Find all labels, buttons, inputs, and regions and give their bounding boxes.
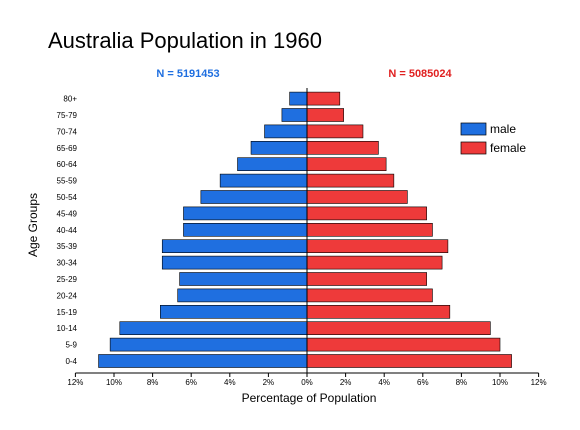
male-bar-5-9	[109, 337, 308, 352]
male-bar-30-34	[161, 255, 308, 270]
female-bar-70-74	[306, 124, 364, 139]
y-tick-label: 60-64	[57, 160, 78, 169]
female-bar-80+	[306, 91, 341, 106]
x-tick-label: 10%	[492, 378, 508, 387]
chart-title: Australia Population in 1960	[48, 28, 322, 53]
y-tick-labels: 0-4 5-9 10-14 15-19 20-24 25-29 30-34 35-39 40-4…	[57, 95, 78, 366]
female-bar-30-34	[306, 255, 443, 270]
male-bar-10-14	[119, 321, 308, 336]
female-bar-75-79	[306, 108, 344, 122]
y-tick-label: 5-9	[65, 341, 77, 350]
male-total-label: N = 5191453	[156, 68, 219, 80]
y-tick-label: 80+	[63, 95, 77, 104]
female-bar-25-29	[306, 272, 427, 286]
y-tick-label: 15-19	[57, 308, 78, 317]
x-tick-label: 0%	[301, 378, 313, 387]
female-bar-65-69	[306, 141, 379, 155]
y-tick-label: 65-69	[57, 144, 78, 153]
male-bar-45-49	[183, 206, 308, 221]
female-bar-20-24	[306, 288, 433, 303]
legend-female-label: female	[490, 141, 526, 155]
y-tick-label: 30-34	[57, 259, 78, 268]
legend-male-label: male	[490, 122, 516, 136]
male-bar-50-54	[200, 190, 308, 204]
male-bar-80+	[289, 91, 308, 106]
male-bar-0-4	[98, 354, 308, 368]
female-bar-45-49	[306, 206, 427, 221]
y-tick-label: 35-39	[57, 242, 78, 251]
male-bar-55-59	[219, 173, 308, 188]
y-tick-label: 0-4	[65, 357, 77, 366]
x-tick-label: 4%	[378, 378, 390, 387]
y-tick-label: 45-49	[57, 209, 78, 218]
female-bar-35-39	[306, 239, 449, 253]
y-tick-label: 20-24	[57, 291, 78, 300]
x-tick-label: 12%	[67, 378, 83, 387]
female-bar-60-64	[306, 157, 387, 171]
bars-group	[98, 91, 512, 368]
x-tick-label: 8%	[456, 378, 468, 387]
male-bar-40-44	[183, 223, 308, 237]
legend-male-swatch	[460, 122, 487, 136]
female-bar-50-54	[306, 190, 408, 204]
male-bar-20-24	[177, 288, 308, 303]
x-tick-label: 4%	[224, 378, 236, 387]
x-axis-label: Percentage of Population	[242, 391, 377, 405]
y-tick-label: 25-29	[57, 275, 78, 284]
male-bar-35-39	[161, 239, 308, 253]
y-tick-label: 40-44	[57, 226, 78, 235]
y-tick-label: 70-74	[57, 127, 78, 136]
y-tick-label: 10-14	[57, 324, 78, 333]
x-tick-label: 6%	[417, 378, 429, 387]
y-axis-label: Age Groups	[26, 193, 40, 257]
x-tick-label: 2%	[263, 378, 275, 387]
x-tick-label: 6%	[185, 378, 197, 387]
x-axis: 12% 10% 8% 6% 4% 2% 0% 2% 4% 6% 8% 10% 12%	[67, 372, 547, 387]
male-bar-25-29	[179, 272, 308, 286]
y-tick-label: 75-79	[57, 111, 78, 120]
x-tick-label: 2%	[340, 378, 352, 387]
male-bar-75-79	[281, 108, 308, 122]
x-tick-label: 10%	[106, 378, 122, 387]
legend: male female	[460, 122, 526, 155]
male-bar-65-69	[250, 141, 308, 155]
female-bar-10-14	[306, 321, 491, 336]
male-bar-70-74	[264, 124, 308, 139]
female-bar-40-44	[306, 223, 433, 237]
legend-female-swatch	[460, 141, 487, 155]
y-tick-label: 50-54	[57, 193, 78, 202]
male-bar-15-19	[160, 304, 308, 319]
y-tick-label: 55-59	[57, 177, 78, 186]
x-tick-label: 12%	[531, 378, 547, 387]
female-total-label: N = 5085024	[388, 68, 452, 80]
female-bar-0-4	[306, 354, 512, 368]
female-bar-15-19	[306, 304, 451, 319]
male-bar-60-64	[237, 157, 308, 171]
female-bar-5-9	[306, 337, 501, 352]
female-bar-55-59	[306, 173, 395, 188]
x-tick-label: 8%	[147, 378, 159, 387]
